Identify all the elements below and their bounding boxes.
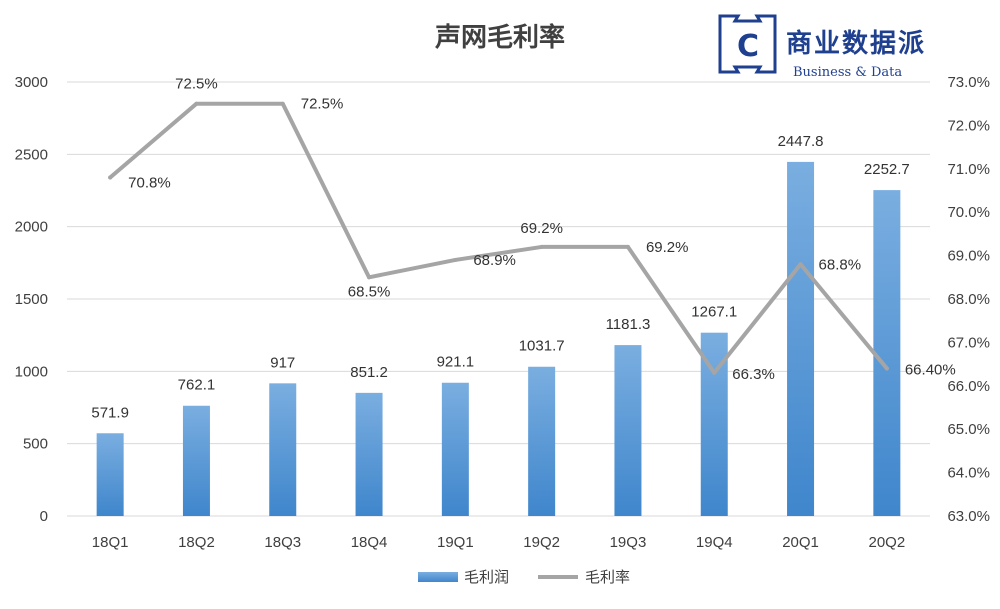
x-tick-label: 20Q1 — [782, 534, 819, 551]
line-data-label: 70.8% — [128, 174, 171, 191]
bar — [528, 366, 556, 516]
x-tick-label: 18Q2 — [178, 534, 215, 551]
right-axis-ticks: 63.0% 64.0% 65.0% 66.0% 67.0% 68.0% 69.0% 70.0%… — [947, 74, 990, 525]
legend-swatch-bar — [418, 572, 458, 582]
line-data-labels: 70.8%72.5%72.5%68.5%68.9%69.2%69.2%66.3%… — [128, 76, 956, 383]
logo-frame-icon — [718, 14, 777, 74]
line-point — [280, 101, 285, 106]
logo-letter: C — [737, 29, 759, 64]
line-point — [712, 370, 717, 375]
line-data-label: 66.40% — [905, 361, 956, 378]
left-tick-label: 2500 — [15, 146, 48, 163]
right-tick-label: 70.0% — [947, 204, 990, 221]
watermark: 企鹅号 商业数据派 — [654, 557, 933, 591]
legend-label-bar: 毛利润 — [464, 568, 509, 586]
line-data-label: 72.5% — [175, 76, 218, 93]
logo-name-en: Business & Data — [793, 65, 902, 80]
bar — [96, 433, 124, 516]
legend: 毛利润 毛利率 — [418, 568, 630, 586]
gridlines — [67, 81, 930, 517]
brand-logo: C 商业数据派 Business & Data — [718, 14, 926, 80]
x-tick-label: 18Q1 — [92, 534, 129, 551]
x-tick-label: 19Q1 — [437, 534, 474, 551]
logo-name-cn: 商业数据派 — [786, 28, 926, 59]
x-tick-label: 19Q3 — [610, 534, 647, 551]
line-data-label: 68.5% — [348, 283, 391, 300]
bar-data-labels: 571.9 762.1 917 851.2 921.1 1031.7 1181.3 1267.… — [91, 133, 909, 421]
right-tick-label: 64.0% — [947, 465, 990, 482]
chart-title: 声网毛利率 — [435, 22, 565, 53]
bar-data-label: 762.1 — [178, 377, 216, 394]
line-point — [367, 275, 372, 280]
x-tick-label: 18Q4 — [351, 534, 388, 551]
left-tick-label: 0 — [40, 508, 48, 525]
penguin-icon — [654, 557, 686, 589]
line-data-label: 68.8% — [819, 256, 862, 273]
bar-series — [96, 161, 901, 516]
bar — [614, 345, 642, 516]
bar-data-label: 1267.1 — [691, 304, 737, 321]
bar — [787, 161, 815, 516]
right-tick-label: 68.0% — [947, 291, 990, 308]
line-data-label: 69.2% — [646, 239, 689, 256]
right-tick-label: 69.0% — [947, 248, 990, 265]
line-series — [108, 101, 889, 375]
line-data-label: 72.5% — [301, 96, 344, 113]
line-data-label: 68.9% — [473, 252, 516, 269]
bar-data-label: 571.9 — [91, 404, 129, 421]
x-axis-ticks: 18Q1 18Q2 18Q3 18Q4 19Q1 19Q2 19Q3 19Q4 20Q1 20Q2 — [92, 534, 905, 551]
right-tick-label: 73.0% — [947, 74, 990, 91]
left-axis-ticks: 0 500 1000 1500 2000 2500 3000 — [15, 74, 48, 525]
bar — [873, 190, 901, 516]
line-point — [625, 244, 630, 249]
right-tick-label: 65.0% — [947, 421, 990, 438]
x-tick-label: 18Q3 — [264, 534, 301, 551]
bar-data-label: 921.1 — [437, 354, 475, 371]
watermark-text: 企鹅号 商业数据派 — [692, 557, 933, 591]
bar-data-label: 1181.3 — [606, 316, 651, 333]
line-data-label: 69.2% — [520, 220, 563, 237]
bar-data-label: 2447.8 — [778, 133, 824, 150]
right-tick-label: 67.0% — [947, 334, 990, 351]
right-tick-label: 63.0% — [947, 508, 990, 525]
line-point — [108, 175, 113, 180]
left-tick-label: 500 — [23, 436, 48, 453]
x-tick-label: 19Q4 — [696, 534, 733, 551]
line-path — [108, 101, 889, 375]
line-point — [194, 101, 199, 106]
bar-data-label: 1031.7 — [519, 338, 565, 355]
left-tick-label: 1000 — [15, 363, 48, 380]
bar-data-label: 917 — [270, 354, 295, 371]
right-tick-label: 72.0% — [947, 117, 990, 134]
bar-data-label: 2252.7 — [864, 161, 910, 178]
right-tick-label: 71.0% — [947, 161, 990, 178]
line-point — [539, 244, 544, 249]
legend-label-line: 毛利率 — [585, 568, 630, 586]
bar — [355, 392, 383, 516]
bar — [269, 383, 297, 516]
right-tick-label: 66.0% — [947, 378, 990, 395]
left-tick-label: 1500 — [15, 291, 48, 308]
bar — [441, 382, 469, 516]
left-tick-label: 2000 — [15, 219, 48, 236]
line-point — [453, 257, 458, 262]
line-data-label: 66.3% — [732, 366, 775, 383]
line-point — [798, 262, 803, 267]
x-tick-label: 20Q2 — [868, 534, 905, 551]
x-tick-label: 19Q2 — [523, 534, 560, 551]
left-tick-label: 3000 — [15, 74, 48, 91]
line-point — [884, 366, 889, 371]
bar — [182, 405, 210, 516]
bar-data-label: 851.2 — [350, 364, 388, 381]
